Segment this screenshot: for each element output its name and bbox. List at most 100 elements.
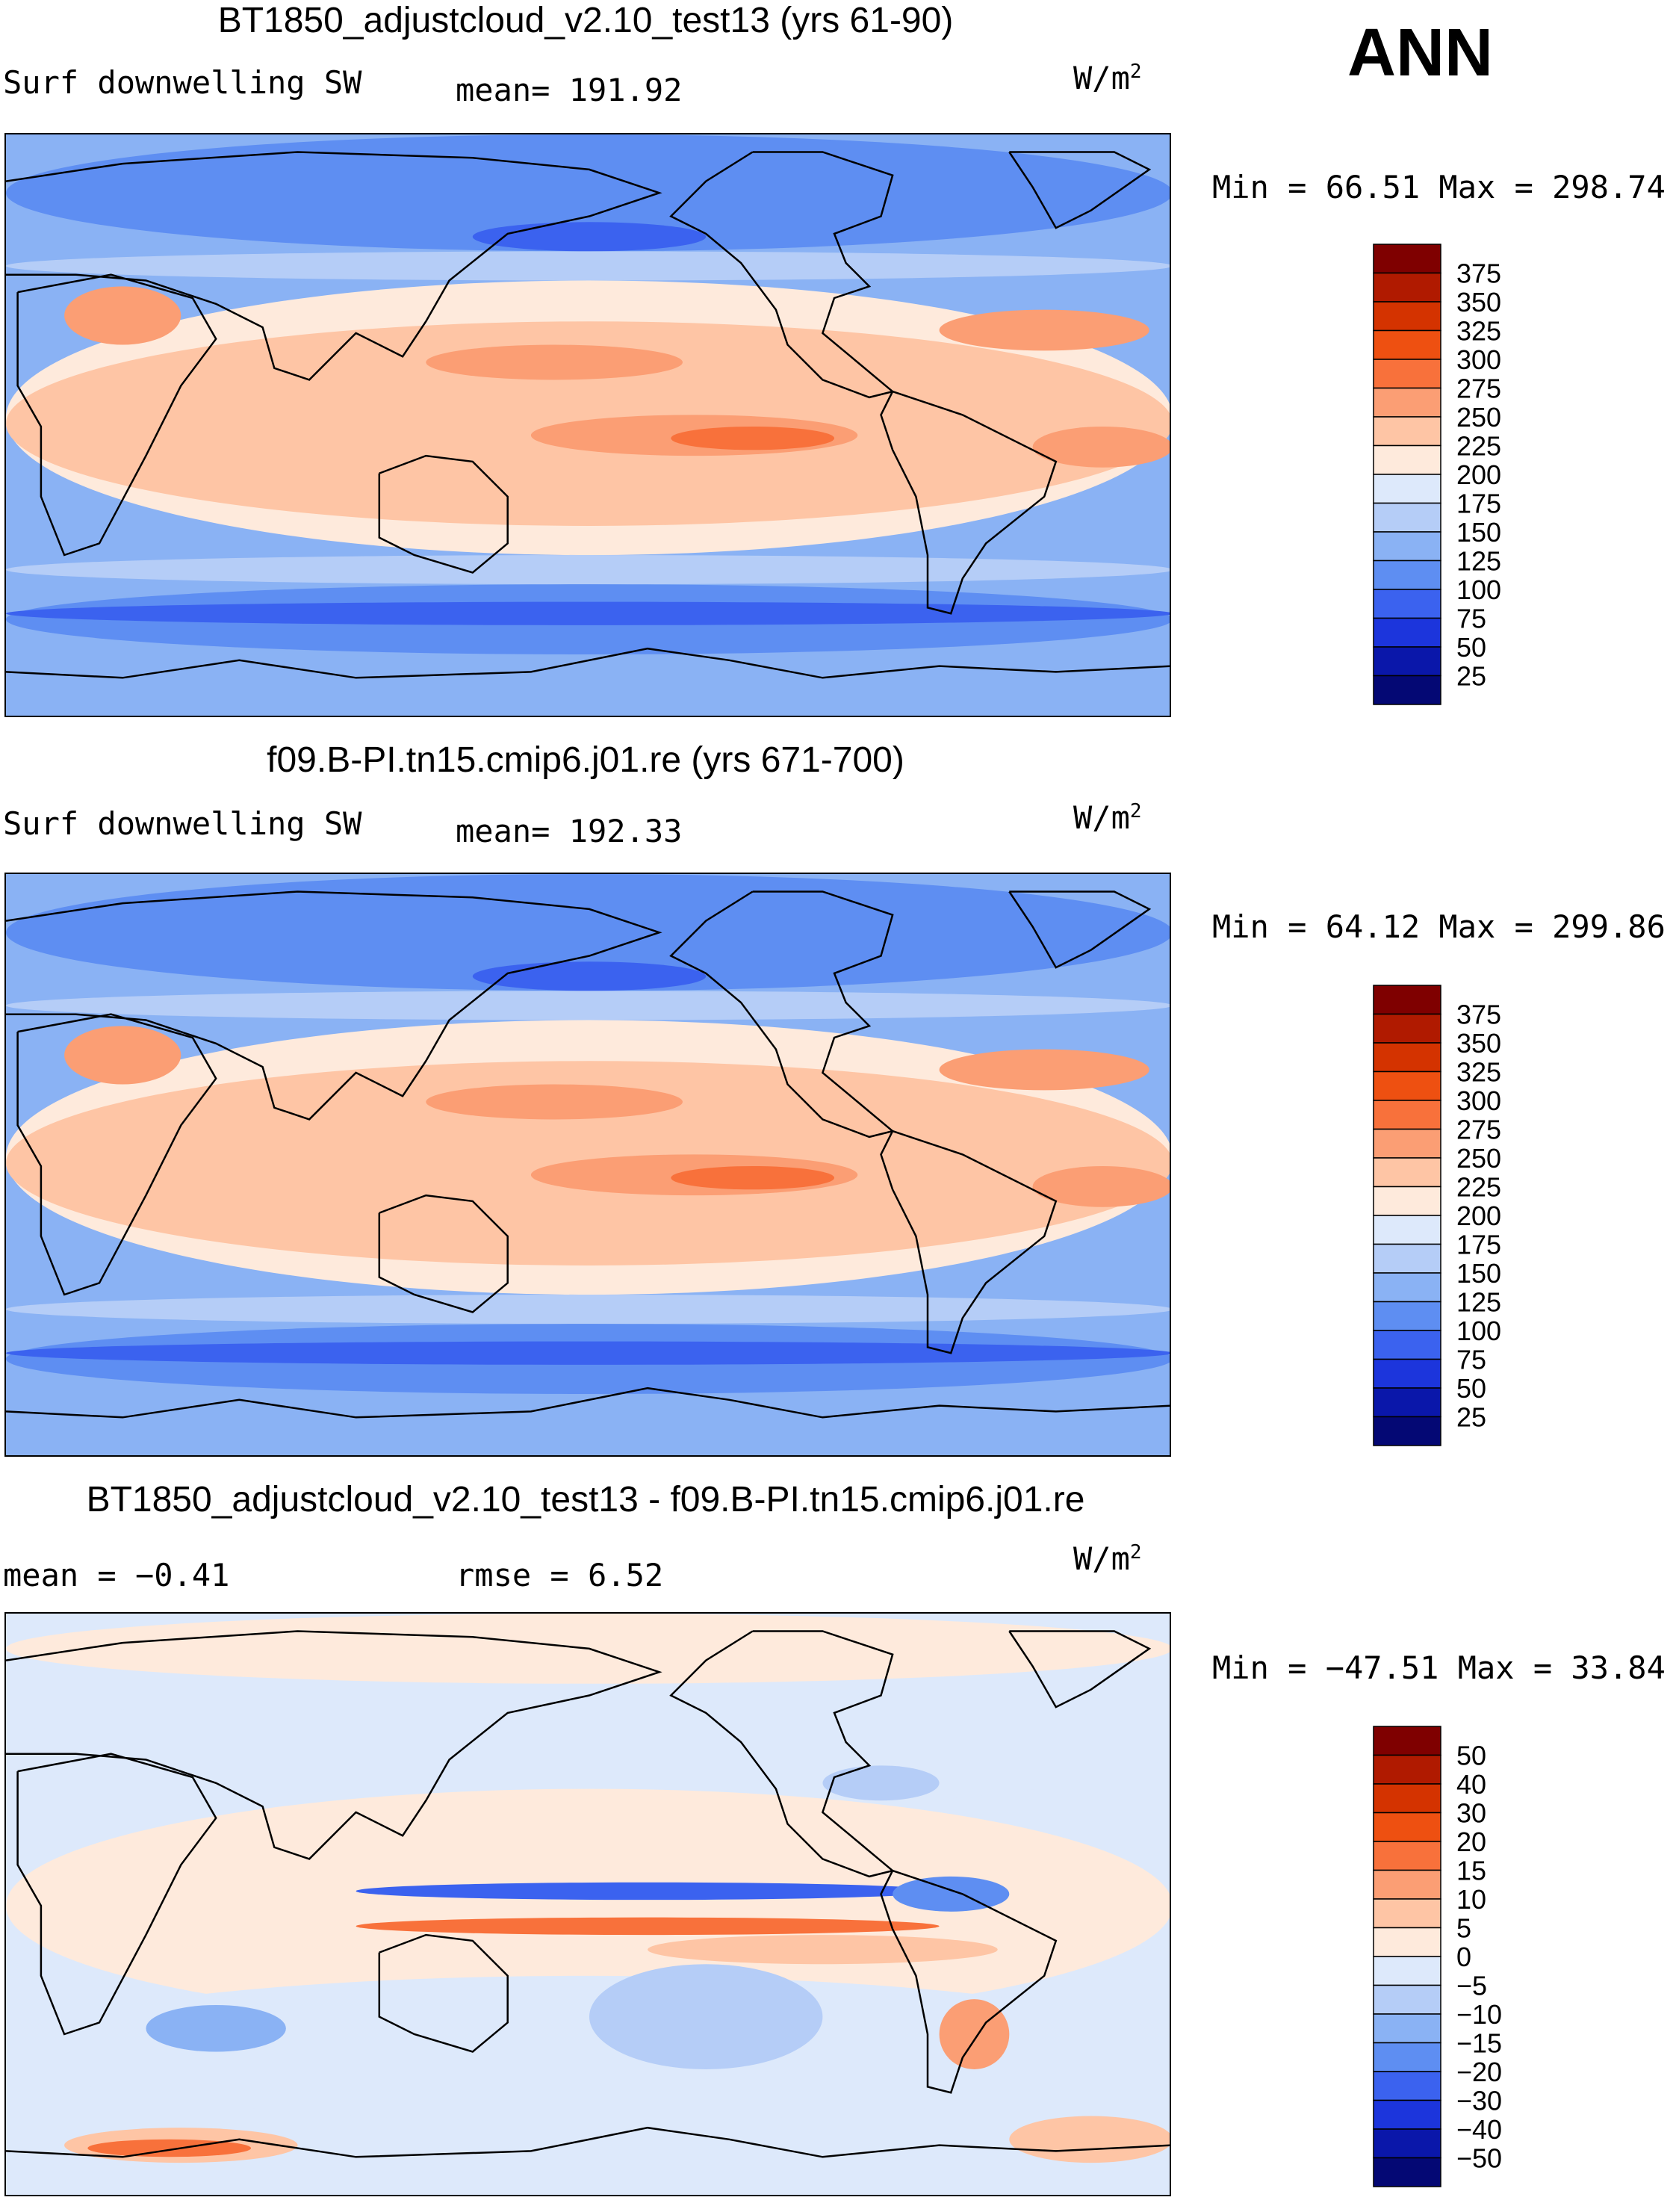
colorbar-swatch [1373, 359, 1441, 389]
colorbar-swatch [1373, 646, 1441, 677]
colorbar-swatch [1373, 1042, 1441, 1073]
colorbar-swatch [1373, 1128, 1441, 1159]
colorbar-swatch [1373, 2071, 1441, 2101]
contour-region [6, 1975, 1170, 2122]
contour-region [6, 991, 1170, 1020]
panel-1-map [4, 133, 1171, 717]
panel-3-mean: mean = −0.41 [3, 1557, 230, 1593]
coastline-eurasia [6, 1630, 662, 1860]
contour-region [472, 961, 707, 991]
contour-region [472, 222, 707, 252]
colorbar-swatch [1373, 329, 1441, 360]
colorbar-swatch [1373, 474, 1441, 504]
coastline-eurasia [6, 890, 662, 1121]
contour-region [893, 1876, 1010, 1912]
contour-region [64, 286, 181, 345]
contour-region [6, 251, 1170, 281]
coastline-greenland [1008, 1630, 1152, 1708]
colorbar-swatch [1373, 1186, 1441, 1216]
panel-3-rmse: rmse = 6.52 [456, 1557, 664, 1593]
contour-region [6, 874, 1170, 991]
colorbar-swatch [1373, 560, 1441, 590]
colorbar-tick-label: −30 [1456, 2086, 1502, 2116]
colorbar-tick-label: 125 [1456, 1287, 1501, 1318]
colorbar-swatch [1373, 301, 1441, 332]
colorbar-tick-label: 100 [1456, 574, 1501, 605]
contour-region [426, 1084, 683, 1120]
colorbar-tick-label: 225 [1456, 1172, 1501, 1203]
panel-2-minmax: Min = 64.12 Max = 299.86 [1212, 908, 1666, 945]
panel-3-map [4, 1612, 1171, 2196]
colorbar-tick-label: 40 [1456, 1769, 1486, 1800]
colorbar-swatch [1373, 244, 1441, 274]
colorbar-tick-label: 10 [1456, 1884, 1486, 1915]
contour-region [671, 1166, 835, 1190]
colorbar-swatch [1373, 2013, 1441, 2044]
coastline-samerica [880, 390, 1058, 615]
panel-1-variable: Surf downwelling SW [3, 64, 362, 101]
colorbar-swatch [1373, 387, 1441, 418]
panel-2-map [4, 873, 1171, 1457]
panel-2-variable: Surf downwelling SW [3, 805, 362, 842]
contour-region [939, 1999, 1010, 2069]
coastline-samerica [880, 1869, 1058, 2094]
colorbar-tick-label: 300 [1456, 344, 1501, 375]
colorbar-swatch [1373, 444, 1441, 475]
colorbar-tick-label: 30 [1456, 1798, 1486, 1829]
panel-1-units: W/m2 [1073, 60, 1142, 96]
contour-region [6, 654, 1170, 716]
colorbar-tick-label: 325 [1456, 1057, 1501, 1088]
colorbar-tick-label: 325 [1456, 316, 1501, 347]
colorbar-tick-label: 0 [1456, 1942, 1471, 1972]
colorbar-tick-label: 150 [1456, 1258, 1501, 1289]
contour-region [648, 1935, 998, 1965]
colorbar-swatch [1373, 1927, 1441, 1957]
panel-2-mean: mean= 192.33 [456, 813, 683, 849]
colorbar-swatch [1373, 416, 1441, 447]
colorbar-tick-label: −10 [1456, 1999, 1502, 2030]
colorbar-tick-label: 25 [1456, 1402, 1486, 1433]
contour-region [6, 1788, 1170, 2023]
colorbar-swatch [1373, 589, 1441, 619]
colorbar-tick-label: 175 [1456, 1230, 1501, 1260]
colorbar-swatch [1373, 502, 1441, 533]
colorbar-tick-label: −5 [1456, 1971, 1487, 2001]
panel-1-title: BT1850_adjustcloud_v2.10_test13 (yrs 61-… [217, 1, 954, 40]
contour-region [939, 309, 1149, 351]
panel-3-units: W/m2 [1073, 1540, 1142, 1577]
map-svg [6, 134, 1170, 716]
colorbar-swatch [1373, 1215, 1441, 1245]
colorbar-swatch [1373, 1272, 1441, 1303]
contour-region [426, 344, 683, 380]
colorbar-swatch [1373, 1358, 1441, 1389]
panel-3-colorbar: 50 40 30 20 15 10 5 0 −5 −10 −15 −20 −30 −40 −50 [1373, 1726, 1567, 2212]
colorbar-swatch [1373, 985, 1441, 1015]
coastline-greenland [1008, 151, 1152, 229]
colorbar-tick-label: 200 [1456, 459, 1501, 490]
colorbar-tick-label: 275 [1456, 1115, 1501, 1145]
colorbar-tick-label: 225 [1456, 431, 1501, 462]
colorbar-tick-label: 150 [1456, 517, 1501, 548]
coastline-eurasia [6, 151, 662, 381]
colorbar-tick-label: 275 [1456, 374, 1501, 404]
contour-region [146, 2004, 286, 2052]
contour-region [356, 1882, 940, 1900]
coastline-antarctica [6, 647, 1170, 679]
colorbar-swatch [1373, 1869, 1441, 1900]
colorbar-tick-label: 125 [1456, 546, 1501, 577]
colorbar-tick-label: 250 [1456, 1143, 1501, 1174]
coastline-australia [378, 1933, 509, 2053]
colorbar-tick-label: 350 [1456, 1028, 1501, 1059]
colorbar-tick-label: 15 [1456, 1856, 1486, 1886]
colorbar-tick-label: −15 [1456, 2028, 1502, 2059]
coastline-namerica [669, 151, 895, 399]
contour-region [1032, 427, 1170, 468]
contour-region [671, 427, 835, 450]
colorbar-swatch [1373, 1956, 1441, 1986]
colorbar-swatch [1373, 1841, 1441, 1871]
coastline-antarctica [6, 1387, 1170, 1419]
colorbar-swatch [1373, 1071, 1441, 1101]
colorbar-tick-label: 5 [1456, 1913, 1471, 1944]
colorbar-swatch [1373, 1330, 1441, 1360]
